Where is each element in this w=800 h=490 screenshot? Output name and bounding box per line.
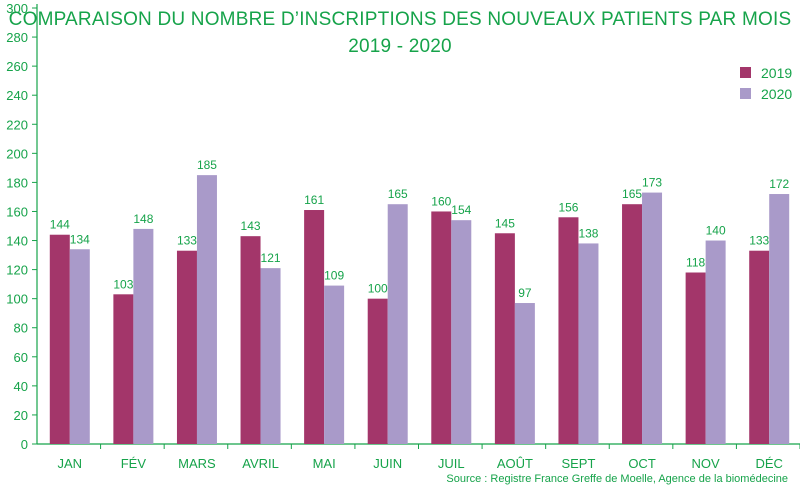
data-label-2019-MARS: 133 [177,234,197,248]
data-label-2019-FÉV: 103 [113,277,133,291]
data-label-2019-SEPT: 156 [558,200,578,214]
bar-2020-AVRIL [260,268,281,444]
legend-label-2019: 2019 [761,64,793,81]
source-note: Source : Registre France Greffe de Moell… [446,473,788,485]
y-tick-label-80: 80 [14,321,28,336]
bar-2019-NOV [685,272,706,444]
legend-swatch-2020 [740,88,751,99]
data-label-2019-DÉC: 133 [749,234,769,248]
data-label-2020-MAI: 109 [324,269,344,283]
bar-2019-JUIN [367,298,388,444]
bar-2019-MAI [304,210,325,444]
bar-2020-MAI [324,285,345,444]
chart-title: COMPARAISON DU NOMBRE D’INSCRIPTIONS DES… [8,9,792,30]
y-tick-label-40: 40 [14,379,28,394]
data-label-2020-AOÛT: 97 [518,286,532,300]
data-label-2020-JUIN: 165 [388,187,408,201]
data-label-2019-AOÛT: 145 [495,216,515,230]
data-label-2020-NOV: 140 [706,224,726,238]
x-tick-label-SEPT: SEPT [561,456,595,471]
bar-2019-FÉV [113,294,134,444]
x-tick-label-JAN: JAN [58,456,83,471]
legend-item-2020: 2020 [740,83,792,104]
y-tick-label-60: 60 [14,350,28,365]
y-tick-label-280: 280 [6,30,28,45]
x-tick-label-MARS: MARS [178,456,216,471]
x-tick-label-AOÛT: AOÛT [497,456,533,471]
y-tick-label-260: 260 [6,59,28,74]
data-label-2019-NOV: 118 [686,256,705,270]
data-label-2020-SEPT: 138 [578,226,598,240]
bar-2019-OCT [622,204,643,444]
legend-swatch-2019 [740,67,751,78]
bar-2020-DÉC [769,194,790,444]
data-label-2019-OCT: 165 [622,187,642,201]
data-label-2020-MARS: 185 [197,158,217,172]
bar-2019-JAN [49,234,70,444]
x-tick-label-DÉC: DÉC [755,456,782,471]
data-label-2019-JUIN: 100 [368,282,388,296]
data-label-2019-JAN: 144 [50,218,70,232]
x-tick-label-FÉV: FÉV [121,456,147,471]
bar-2019-DÉC [749,250,770,444]
data-label-2019-MAI: 161 [304,193,324,207]
bar-2020-AOÛT [514,303,535,444]
data-label-2020-DÉC: 172 [769,177,789,191]
bar-2019-SEPT [558,217,579,444]
y-tick-label-240: 240 [6,88,28,103]
x-tick-label-AVRIL: AVRIL [242,456,279,471]
y-tick-label-220: 220 [6,117,28,132]
y-tick-label-140: 140 [6,234,28,249]
y-tick-label-180: 180 [6,175,28,190]
data-label-2019-AVRIL: 143 [241,219,261,233]
bar-2020-SEPT [578,243,599,444]
data-label-2020-AVRIL: 121 [261,251,281,265]
y-tick-label-160: 160 [6,204,28,219]
bar-2019-MARS [176,250,197,444]
y-tick-label-20: 20 [14,408,28,423]
x-tick-label-MAI: MAI [313,456,336,471]
legend-label-2020: 2020 [761,85,793,102]
bar-2020-OCT [642,192,663,444]
x-tick-label-OCT: OCT [628,456,656,471]
y-tick-label-120: 120 [6,263,28,278]
x-tick-label-NOV: NOV [692,456,721,471]
bar-2019-AVRIL [240,236,261,444]
data-label-2020-JAN: 134 [70,232,90,246]
bar-2020-JAN [69,249,90,444]
bar-2020-NOV [705,240,726,444]
data-label-2019-JUIL: 160 [431,194,451,208]
bar-2020-FÉV [133,228,154,444]
data-label-2020-FÉV: 148 [133,212,153,226]
bar-2020-JUIN [387,204,408,444]
x-tick-label-JUIL: JUIL [438,456,465,471]
legend-item-2019: 2019 [740,62,792,83]
legend: 2019 2020 [740,62,792,104]
bar-2019-JUIL [431,211,452,444]
y-tick-label-100: 100 [6,292,28,307]
chart-subtitle: 2019 - 2020 [348,36,452,57]
data-label-2020-OCT: 173 [642,176,662,190]
bar-2019-AOÛT [494,233,515,444]
y-tick-label-0: 0 [21,437,28,452]
x-tick-label-JUIN: JUIN [373,456,402,471]
bar-2020-JUIL [451,220,472,444]
y-tick-label-300: 300 [6,1,28,16]
bar-2020-MARS [196,175,217,444]
y-tick-label-200: 200 [6,146,28,161]
data-label-2020-JUIL: 154 [451,203,471,217]
